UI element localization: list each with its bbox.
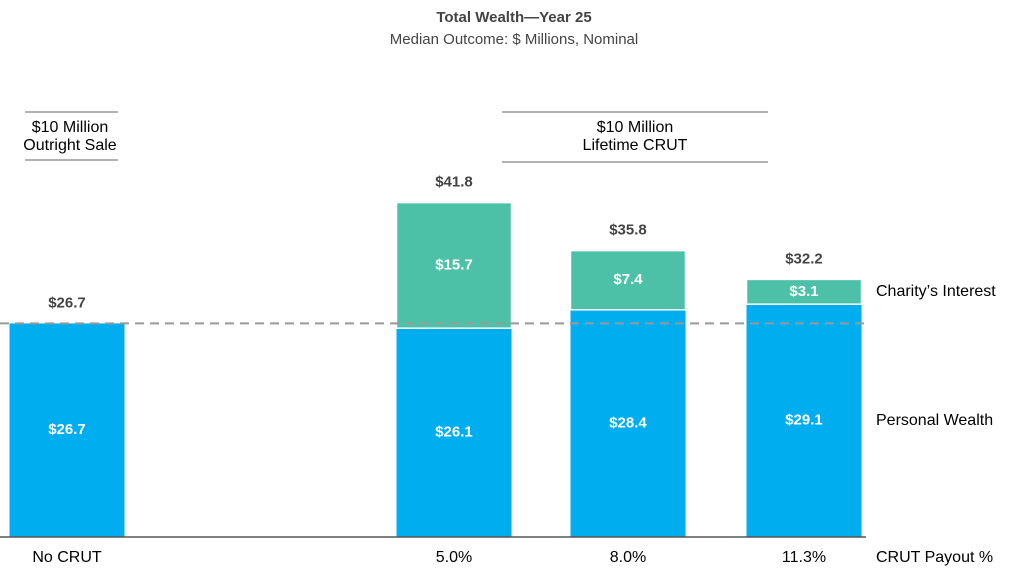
- bar-segment: [746, 304, 862, 537]
- value-label: $7.4: [613, 271, 643, 288]
- bar-segment: [395, 201, 513, 329]
- group-label: Outright Sale: [23, 137, 116, 154]
- value-label: $15.7: [435, 256, 473, 273]
- bar-segment: [9, 323, 125, 537]
- value-label: $26.1: [435, 424, 473, 441]
- bar-segment: [570, 309, 686, 537]
- value-label: $26.7: [48, 421, 86, 438]
- x-tick-label: 8.0%: [610, 549, 646, 566]
- bar-segment: [569, 249, 687, 311]
- value-label: $28.4: [609, 414, 647, 431]
- bar-segment: [396, 328, 512, 537]
- total-label: $35.8: [609, 222, 647, 239]
- bar-segment: [745, 278, 863, 305]
- total-label: $26.7: [48, 294, 86, 311]
- group-label: $10 Million: [32, 119, 108, 136]
- total-label: $41.8: [435, 174, 473, 191]
- chart-subtitle: Median Outcome: $ Millions, Nominal: [390, 31, 638, 48]
- x-axis-label: CRUT Payout %: [876, 549, 993, 566]
- legend-label: Personal Wealth: [876, 412, 993, 429]
- total-label: $32.2: [785, 250, 823, 267]
- value-label: $3.1: [789, 283, 818, 300]
- value-label: $29.1: [785, 412, 823, 429]
- x-tick-label: No CRUT: [32, 549, 102, 566]
- chart-title: Total Wealth—Year 25: [436, 9, 591, 26]
- x-tick-label: 5.0%: [436, 549, 472, 566]
- x-tick-label: 11.3%: [782, 549, 826, 566]
- group-label: $10 Million: [597, 119, 673, 136]
- group-label: Lifetime CRUT: [583, 137, 688, 154]
- legend-label: Charity’s Interest: [876, 283, 996, 300]
